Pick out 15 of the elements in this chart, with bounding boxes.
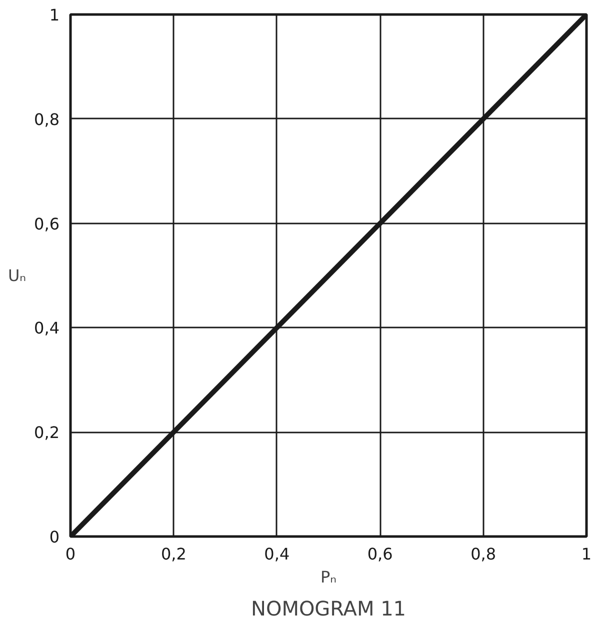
x-tick-label: 1 bbox=[581, 544, 592, 564]
y-tick-label: 1 bbox=[49, 6, 60, 24]
x-tick-label: 0,2 bbox=[160, 544, 186, 564]
x-tick-label: 0,6 bbox=[367, 544, 393, 564]
y-tick-label: 0,4 bbox=[34, 318, 60, 338]
x-tick-label: 0 bbox=[65, 544, 76, 564]
y-tick-label: 0 bbox=[49, 528, 60, 546]
x-tick-label: 0,4 bbox=[264, 544, 290, 564]
y-axis-title: Uₙ bbox=[8, 266, 26, 285]
y-tick-label: 0,2 bbox=[34, 423, 60, 442]
x-axis-title: Pₙ bbox=[320, 568, 337, 586]
y-tick-label: 0,8 bbox=[34, 110, 60, 129]
text: NOMOGRAM 11 bbox=[250, 596, 406, 620]
x-tick-label: 0,8 bbox=[470, 544, 496, 564]
y-tick-label: 0,6 bbox=[34, 214, 60, 234]
